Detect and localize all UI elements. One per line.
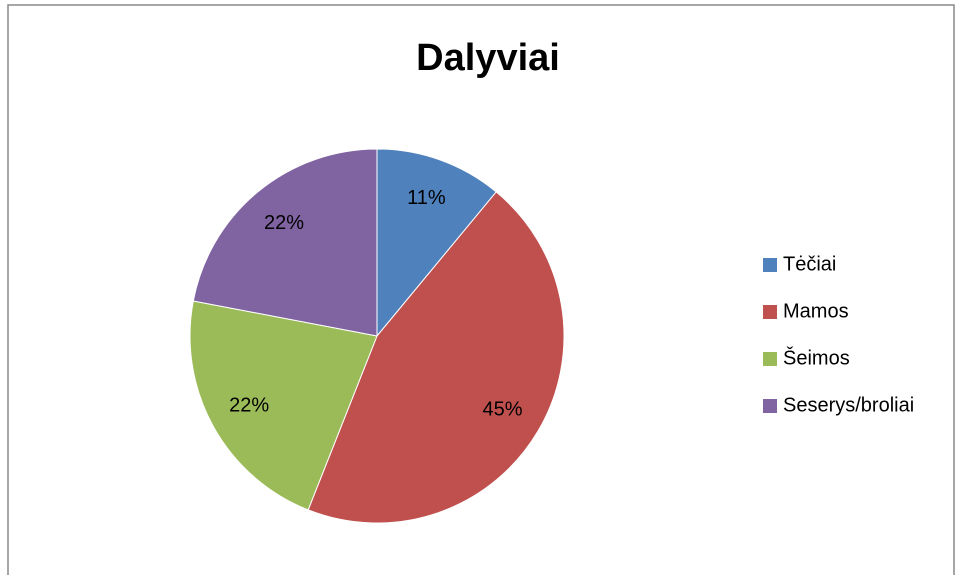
- legend-swatch: [763, 258, 777, 272]
- pie-slice: [376, 148, 497, 338]
- legend-swatch: [763, 352, 777, 366]
- legend-label: Šeimos: [783, 346, 850, 369]
- pie-slice: [189, 300, 378, 511]
- data-label: 22%: [264, 212, 304, 234]
- data-label: 11%: [407, 187, 446, 209]
- chart-title: Dalyviai: [416, 37, 560, 79]
- data-label: 22%: [229, 395, 269, 417]
- legend-swatch: [763, 305, 777, 319]
- legend-label: Seserys/broliai: [783, 394, 914, 416]
- pie-slice: [192, 148, 378, 337]
- data-label: 45%: [483, 399, 523, 421]
- legend-label: Mamos: [783, 300, 849, 322]
- legend-swatch: [763, 399, 777, 413]
- pie-slice: [307, 191, 565, 524]
- legend-label: Tėčiai: [783, 253, 836, 275]
